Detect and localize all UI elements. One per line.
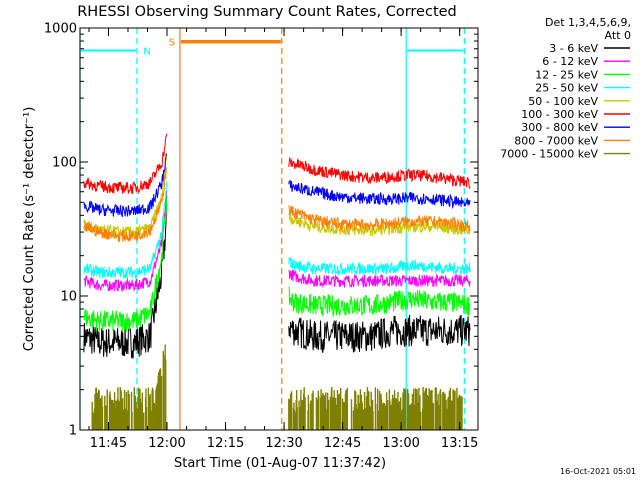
legend-header-line-1: Det 1,3,4,5,6,9,	[545, 16, 631, 29]
y-tick-label: 1000	[44, 22, 77, 37]
x-axis-label: Start Time (01-Aug-07 11:37:42)	[174, 456, 386, 471]
legend-label-8: 800 - 7000 keV	[514, 134, 598, 147]
x-tick-label: 13:15	[441, 436, 478, 451]
series-line-3	[83, 194, 471, 332]
flag-label-S: S	[169, 38, 175, 49]
x-tick-label: 13:00	[382, 436, 419, 451]
series-line-6	[83, 133, 471, 195]
legend-label-5: 50 - 100 keV	[528, 95, 598, 108]
flag-label-N: N	[143, 46, 150, 57]
x-tick-label: 12:00	[148, 436, 185, 451]
y-tick-label: 100	[52, 156, 77, 171]
legend-label-2: 6 - 12 keV	[542, 55, 598, 68]
x-tick-label: 11:45	[90, 436, 127, 451]
y-tick-label: 10	[60, 290, 77, 305]
legend-header-line-2: Att 0	[605, 29, 631, 42]
chart-title: RHESSI Observing Summary Count Rates, Co…	[77, 4, 457, 20]
legend-label-4: 25 - 50 keV	[535, 82, 598, 95]
x-tick-label: 12:30	[265, 436, 302, 451]
legend-label-7: 300 - 800 keV	[521, 121, 598, 134]
y-tick-label: 1	[69, 424, 77, 439]
series-line-7	[83, 153, 471, 218]
axes-layer: 1 10 100 1000 11:45 12:00 12:15 12:30 12:45 13:00…	[44, 22, 478, 452]
series-line-9	[91, 344, 463, 430]
x-tick-label: 12:15	[207, 436, 244, 451]
legend-label-3: 12 - 25 keV	[535, 68, 598, 81]
timestamp: 16-Oct-2021 05:01	[560, 467, 636, 476]
x-tick-label: 12:45	[324, 436, 361, 451]
plot-frame	[79, 27, 479, 431]
series-layer	[83, 133, 471, 430]
series-line-8	[83, 167, 471, 243]
legend-label-6: 100 - 300 keV	[521, 108, 598, 121]
y-axis-label: Corrected Count Rate (s⁻¹ detector⁻¹)	[22, 107, 37, 352]
series-line-1	[83, 203, 471, 359]
legend-label-1: 3 - 6 keV	[549, 42, 598, 55]
series-line-2	[83, 191, 471, 292]
legend-label-9: 7000 - 15000 keV	[500, 148, 598, 161]
series-line-4	[83, 181, 471, 280]
